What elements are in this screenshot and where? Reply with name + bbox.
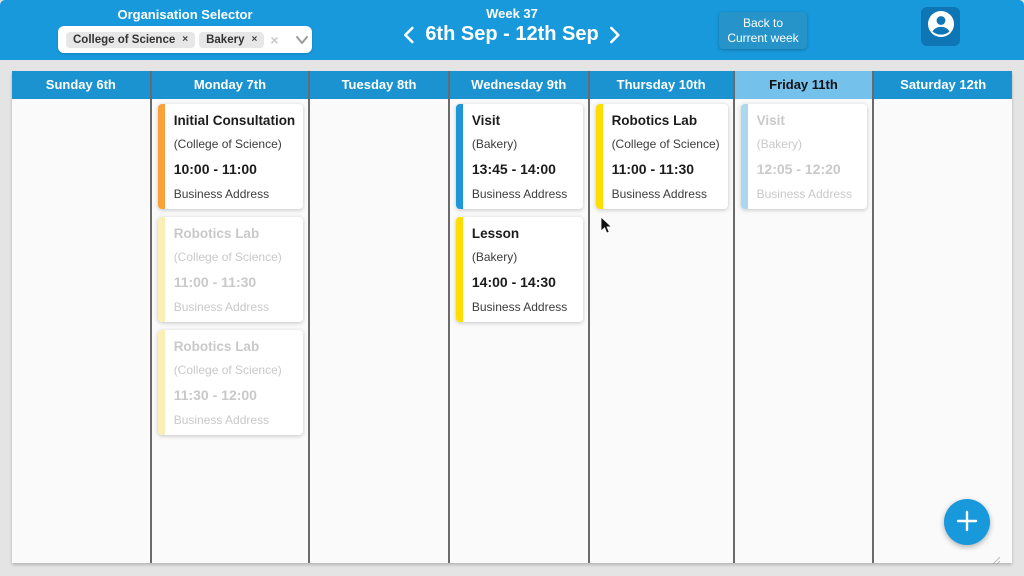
day-events — [310, 99, 448, 104]
event-time: 11:00 - 11:30 — [611, 161, 695, 177]
day-header: Wednesday 9th — [449, 71, 588, 99]
week-number-label: Week 37 — [486, 6, 538, 21]
event-organisation: (College of Science) — [173, 363, 282, 377]
week-navigation: Week 37 6th Sep - 12th Sep — [402, 6, 621, 46]
event-organisation: (Bakery) — [471, 250, 518, 264]
event-card[interactable]: Robotics Lab (College of Science) 11:30 - … — [157, 330, 304, 435]
organisation-multiselect[interactable]: College of Science × Bakery × × — [58, 26, 312, 53]
person-icon — [927, 10, 955, 43]
previous-week-button[interactable] — [402, 26, 414, 44]
date-range-label: 6th Sep - 12th Sep — [425, 23, 599, 45]
day-header: Monday 7th — [151, 71, 309, 99]
day-header: Tuesday 8th — [310, 71, 448, 99]
day-events — [12, 99, 150, 104]
resize-handle[interactable] — [992, 552, 1001, 565]
event-address: Business Address — [471, 300, 568, 314]
day-column-tuesday[interactable]: Tuesday 8th — [310, 71, 450, 563]
event-title: Initial Consultation — [173, 113, 296, 128]
clear-selection-icon[interactable]: × — [270, 31, 279, 48]
day-column-thursday[interactable]: Thursday 10th Robotics Lab (College of Sci… — [589, 71, 735, 563]
event-title: Visit — [471, 113, 501, 128]
day-events — [874, 99, 1012, 104]
day-header: Sunday 6th — [12, 71, 150, 99]
day-column-monday[interactable]: Monday 7th Initial Consultation (College o… — [151, 71, 311, 563]
org-tag[interactable]: Bakery × — [199, 31, 265, 48]
org-tag-label: College of Science — [73, 33, 176, 46]
day-events: Visit (Bakery) 13:45 - 14:00 Business Addre… — [450, 99, 588, 330]
top-header-bar: Organisation Selector College of Science… — [0, 0, 1024, 60]
day-header: Friday 11th — [734, 71, 873, 99]
remove-tag-icon[interactable]: × — [182, 34, 189, 45]
day-events: Initial Consultation (College of Science)… — [152, 99, 309, 443]
event-color-bar — [157, 217, 165, 322]
event-card[interactable]: Visit (Bakery) 12:05 - 12:20 Business Addre… — [740, 104, 868, 209]
day-column-saturday[interactable]: Saturday 12th — [874, 71, 1012, 563]
week-calendar: Sunday 6th Monday 7th Initial Consultation… — [12, 71, 1012, 563]
remove-tag-icon[interactable]: × — [251, 34, 258, 45]
next-week-button[interactable] — [610, 26, 622, 44]
org-tag[interactable]: College of Science × — [66, 31, 196, 48]
event-time: 10:00 - 11:00 — [173, 161, 257, 177]
event-time: 13:45 - 14:00 — [471, 161, 556, 177]
event-organisation: (College of Science) — [173, 137, 282, 151]
day-header: Thursday 10th — [589, 71, 733, 99]
day-events: Visit (Bakery) 12:05 - 12:20 Business Addre… — [735, 99, 873, 217]
event-color-bar — [595, 104, 603, 209]
event-title: Lesson — [471, 226, 520, 241]
event-organisation: (Bakery) — [756, 137, 802, 151]
day-events: Robotics Lab (College of Science) 11:00 - … — [590, 99, 733, 217]
event-address: Business Address — [173, 413, 270, 427]
event-card[interactable]: Initial Consultation (College of Science)… — [157, 104, 304, 209]
chevron-down-icon[interactable] — [295, 35, 309, 45]
event-title: Visit — [756, 113, 785, 128]
event-time: 12:05 - 12:20 — [756, 161, 841, 177]
event-color-bar — [740, 104, 748, 209]
user-avatar-button[interactable] — [921, 7, 960, 46]
event-address: Business Address — [756, 187, 853, 201]
day-column-wednesday[interactable]: Wednesday 9th Visit (Bakery) 13:45 - 14:00 B… — [449, 71, 590, 563]
event-color-bar — [157, 330, 165, 435]
event-color-bar — [157, 104, 165, 209]
event-address: Business Address — [173, 187, 270, 201]
event-time: 14:00 - 14:30 — [471, 274, 556, 290]
event-organisation: (College of Science) — [173, 250, 282, 264]
event-title: Robotics Lab — [173, 226, 260, 241]
event-title: Robotics Lab — [611, 113, 698, 128]
back-to-current-week-button[interactable]: Back to Current week — [719, 12, 807, 49]
day-column-sunday[interactable]: Sunday 6th — [12, 71, 152, 563]
add-event-button[interactable] — [944, 499, 990, 545]
event-time: 11:30 - 12:00 — [173, 387, 257, 403]
event-address: Business Address — [471, 187, 568, 201]
event-card[interactable]: Lesson (Bakery) 14:00 - 14:30 Business Addr… — [455, 217, 583, 322]
org-selector-label: Organisation Selector — [117, 7, 253, 22]
event-color-bar — [455, 217, 463, 322]
event-card[interactable]: Robotics Lab (College of Science) 11:00 - … — [595, 104, 728, 209]
event-address: Business Address — [611, 187, 707, 201]
plus-icon — [956, 510, 978, 535]
event-organisation: (Bakery) — [471, 137, 518, 151]
event-title: Robotics Lab — [173, 339, 260, 354]
day-header: Saturday 12th — [874, 71, 1012, 99]
event-organisation: (College of Science) — [611, 137, 720, 151]
event-color-bar — [455, 104, 463, 209]
org-tag-label: Bakery — [206, 33, 245, 46]
event-address: Business Address — [173, 300, 270, 314]
day-column-friday[interactable]: Friday 11th Visit (Bakery) 12:05 - 12:20 Bus… — [734, 71, 875, 563]
event-card[interactable]: Visit (Bakery) 13:45 - 14:00 Business Addre… — [455, 104, 583, 209]
event-card[interactable]: Robotics Lab (College of Science) 11:00 - … — [157, 217, 304, 322]
event-time: 11:00 - 11:30 — [173, 274, 257, 290]
